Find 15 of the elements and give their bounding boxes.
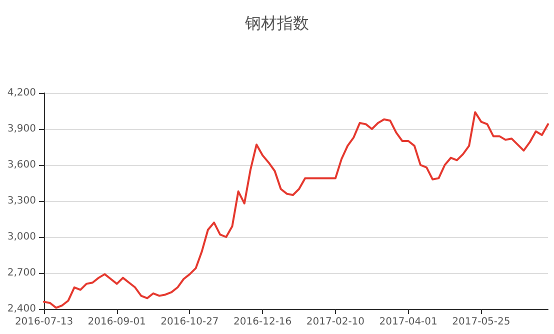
y-tick-label: 3,000 [7,232,36,242]
x-tick-label: 2016-07-13 [14,316,74,328]
chart-title: 钢材指数 [244,14,309,32]
x-tick-label: 2017-02-10 [306,316,365,328]
x-tick-label: 2016-10-27 [160,316,219,328]
x-tick-label: 2017-04-01 [379,316,438,328]
y-tick-label: 2,700 [7,268,36,278]
x-tick-label: 2017-05-25 [452,316,510,328]
y-tick-label: 4,200 [7,88,36,98]
y-tick-label: 3,900 [7,124,36,134]
y-tick-label: 3,600 [7,160,36,170]
y-tick-label: 2,400 [7,304,36,314]
x-tick-label: 2016-09-01 [88,316,146,328]
x-tick-label: 2016-12-16 [234,316,292,328]
y-tick-label: 3,300 [7,196,36,206]
